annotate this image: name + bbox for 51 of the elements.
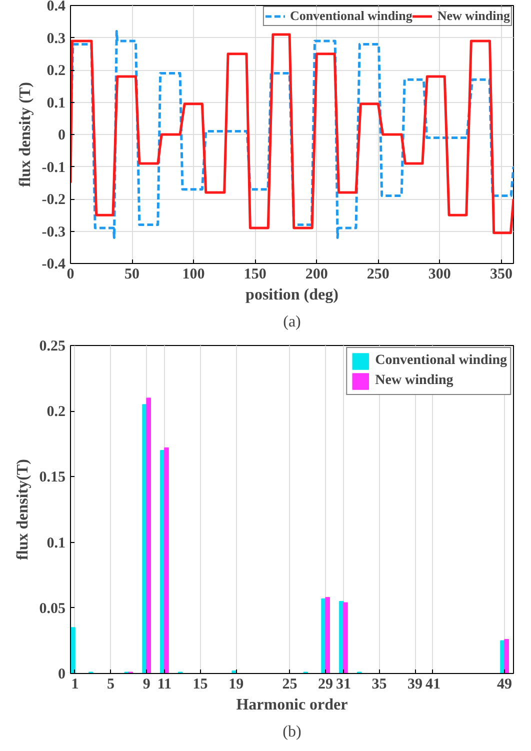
legend-label: New winding [375,373,454,389]
legend-label: New winding [437,8,510,24]
x-tick-label: 19 [228,676,244,692]
x-tick-label: 150 [244,266,266,282]
y-tick-label: -0.3 [42,224,66,240]
x-tick-label: 100 [182,266,205,282]
x-tick-label: 250 [366,266,390,282]
bar [164,447,169,674]
x-tick-label: 300 [428,266,451,282]
text: (a) [283,314,301,330]
bar [504,638,509,674]
y-tick-label: 0.1 [46,95,66,112]
text: (b) [282,724,302,740]
y-tick-label: 0.05 [39,600,66,617]
bar [343,602,348,674]
legend-label: Conventional winding [375,353,507,369]
y-tick-label: 0.4 [46,0,66,14]
y-tick-label: -0.4 [42,256,66,272]
y-tick-label: 0.25 [39,338,66,354]
x-tick-label: 50 [124,266,140,282]
bar [70,627,76,674]
y-axis-title: flux density(T) [14,459,32,560]
x-tick-label: 350 [490,266,512,282]
y-tick-label: 0 [58,128,66,144]
bar [146,398,151,674]
x-axis-title: Harmonic order [236,696,348,714]
y-tick-label: 0.15 [39,470,66,486]
x-tick-label: 9 [142,676,150,692]
y-tick-label: 0.1 [46,535,66,552]
y-tick-label: 0 [58,666,66,682]
x-tick-label: 5 [107,676,115,692]
x-axis-title: position (deg) [246,286,338,304]
legend-label: Conventional winding [290,8,412,24]
x-tick-label: 25 [282,676,298,692]
x-tick-label: 1 [71,676,79,692]
x-tick-label: 15 [192,676,208,692]
y-tick-label: 0.2 [46,404,66,420]
bar [325,597,330,674]
x-tick-label: 39 [408,676,423,692]
y-tick-label: -0.2 [42,192,66,208]
x-tick-label: 200 [305,266,328,282]
x-tick-label: 11 [157,676,172,692]
y-axis-title: flux density (T) [16,82,34,187]
y-tick-label: -0.1 [42,160,66,176]
x-tick-label: 35 [372,676,387,692]
x-tick-label: 49 [497,676,512,692]
x-tick-label: 29 [318,676,334,692]
y-tick-label: 0.2 [46,63,66,79]
x-tick-label: 41 [425,676,440,692]
x-tick-label: 31 [336,676,351,692]
y-tick-label: 0.3 [46,30,66,47]
